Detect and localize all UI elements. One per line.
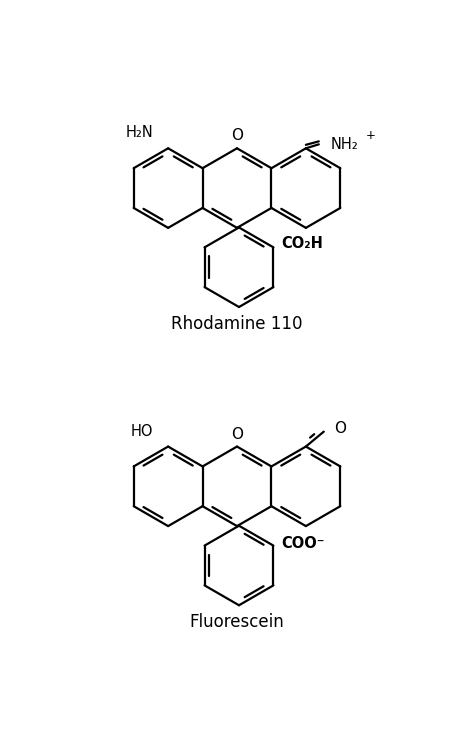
Text: O: O (231, 427, 243, 441)
Text: COO⁻: COO⁻ (282, 536, 325, 551)
Text: CO₂H: CO₂H (282, 236, 323, 251)
Text: Fluorescein: Fluorescein (190, 613, 284, 631)
Text: +: + (365, 129, 375, 142)
Text: NH₂: NH₂ (331, 137, 358, 152)
Text: O: O (231, 128, 243, 143)
Text: Rhodamine 110: Rhodamine 110 (171, 315, 303, 332)
Text: HO: HO (131, 424, 153, 439)
Text: O: O (334, 421, 346, 436)
Text: H₂N: H₂N (126, 125, 153, 140)
